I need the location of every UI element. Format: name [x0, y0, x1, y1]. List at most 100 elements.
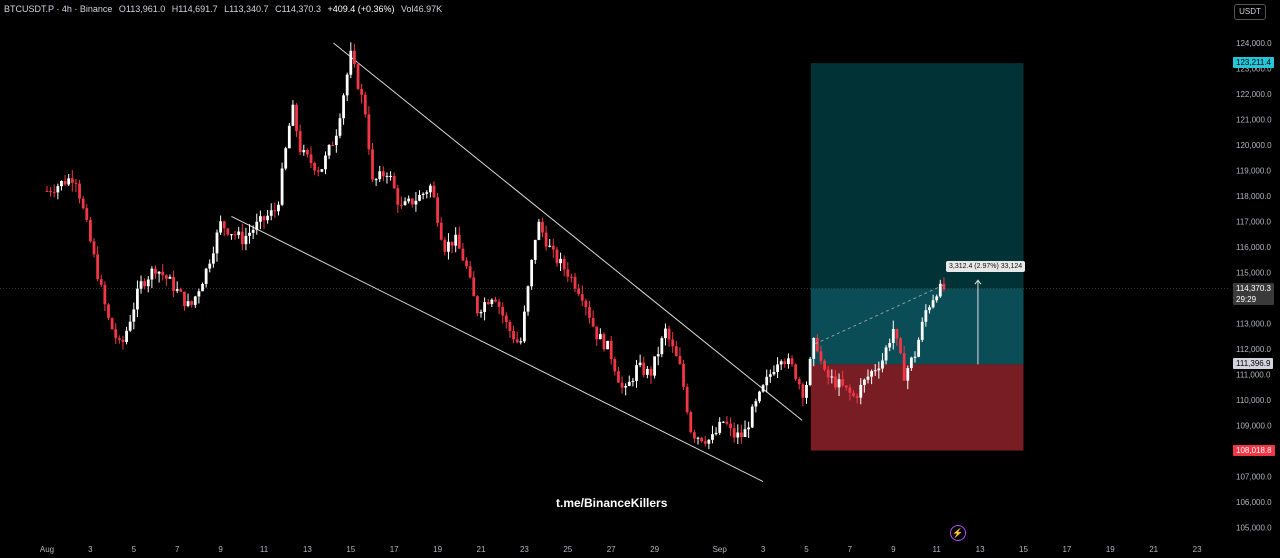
- candle-body: [367, 114, 371, 150]
- candle-body: [826, 369, 830, 378]
- change-value: +409.4 (+0.36%): [327, 4, 395, 14]
- candle-body: [457, 234, 461, 249]
- candle-body: [591, 317, 595, 327]
- candle-body: [671, 339, 675, 347]
- candle-body: [790, 358, 794, 365]
- candle-body: [664, 328, 667, 339]
- candle-body: [128, 321, 132, 331]
- candle-body: [548, 245, 552, 247]
- candle-body: [125, 330, 128, 342]
- candle-body: [580, 294, 584, 301]
- candle-body: [164, 275, 168, 279]
- candle-body: [327, 144, 331, 156]
- candle-body: [450, 241, 454, 246]
- stop-zone[interactable]: [810, 364, 1024, 451]
- candle-body: [421, 193, 425, 196]
- trendline-upper[interactable]: [333, 42, 803, 421]
- candle-body: [721, 421, 725, 423]
- candle-body: [219, 221, 222, 233]
- entry-price-tag: 111,396.9: [1233, 358, 1274, 370]
- open-value: O113,961.0: [118, 4, 166, 14]
- candle-body: [758, 391, 761, 402]
- currency-button[interactable]: USDT: [1234, 4, 1266, 20]
- countdown-value: 29:29: [1236, 294, 1257, 304]
- candle-body: [295, 104, 298, 132]
- candle-body: [204, 268, 208, 284]
- candle-body: [360, 88, 364, 95]
- candle-body: [631, 380, 635, 382]
- date-tick: 5: [132, 545, 137, 554]
- candle-body: [193, 296, 197, 305]
- date-tick: 17: [390, 545, 399, 554]
- watermark: t.me/BinanceKillers: [556, 496, 668, 510]
- candle-body: [819, 351, 823, 361]
- candle-body: [363, 94, 367, 115]
- candle-body: [928, 307, 931, 311]
- candle-body: [873, 370, 877, 372]
- candle-body: [588, 307, 591, 318]
- candle-body: [881, 360, 884, 369]
- candle-body: [89, 219, 92, 242]
- candle-body: [931, 300, 935, 308]
- candle-body: [805, 384, 808, 398]
- symbol-label[interactable]: BTCUSDT.P · 4h · Binance: [4, 4, 113, 14]
- candle-body: [852, 392, 855, 396]
- candle-body: [685, 386, 689, 413]
- candle-body: [537, 221, 541, 240]
- date-tick: 3: [761, 545, 766, 554]
- candle-body: [432, 185, 436, 198]
- candle-body: [725, 421, 729, 424]
- candle-body: [472, 277, 476, 297]
- candle-body: [768, 374, 772, 377]
- candle-body: [508, 322, 512, 332]
- candle-body: [248, 232, 251, 236]
- candle-body: [161, 271, 165, 276]
- candle-body: [255, 221, 259, 230]
- candle-body: [103, 284, 107, 305]
- candle-body: [519, 341, 523, 343]
- candle-body: [74, 182, 78, 184]
- candle-body: [121, 339, 125, 342]
- candle-body: [776, 364, 779, 373]
- candle-body: [356, 64, 360, 89]
- target-price-tag: 123,211.4: [1233, 57, 1274, 69]
- candle-body: [645, 369, 649, 375]
- date-tick: 15: [1019, 545, 1028, 554]
- candle-body: [410, 198, 414, 205]
- candle-body: [830, 376, 834, 378]
- candle-body: [609, 340, 613, 360]
- candle-body: [186, 301, 190, 306]
- candle-body: [201, 283, 204, 292]
- candle-body: [298, 131, 302, 153]
- candle-body: [172, 276, 175, 291]
- stop-price-tag: 108,018.8: [1233, 444, 1275, 456]
- candle-body: [266, 215, 270, 221]
- candle-body: [320, 169, 324, 172]
- lightning-icon[interactable]: ⚡: [950, 525, 966, 541]
- candle-body: [392, 175, 396, 189]
- candle-body: [96, 254, 100, 280]
- candle-body: [638, 362, 642, 366]
- candle-body: [497, 301, 501, 307]
- candle-body: [81, 198, 85, 209]
- date-tick: 21: [477, 545, 486, 554]
- candle-body: [280, 168, 284, 205]
- date-tick: 19: [433, 545, 442, 554]
- candle-body: [251, 229, 255, 233]
- candle-body: [483, 302, 487, 312]
- trendline-lower[interactable]: [231, 215, 764, 483]
- candle-body: [841, 379, 845, 386]
- candle-body: [696, 437, 700, 439]
- candle-body: [797, 379, 801, 385]
- candle-body: [772, 372, 776, 375]
- candle-body: [533, 239, 537, 260]
- date-tick: 13: [303, 545, 312, 554]
- candle-body: [902, 353, 906, 381]
- candle-body: [667, 328, 671, 340]
- candle-body: [620, 382, 624, 388]
- candle-body: [794, 364, 798, 380]
- candle-body: [837, 379, 841, 388]
- candle-body: [689, 412, 693, 433]
- candle-body: [917, 339, 921, 357]
